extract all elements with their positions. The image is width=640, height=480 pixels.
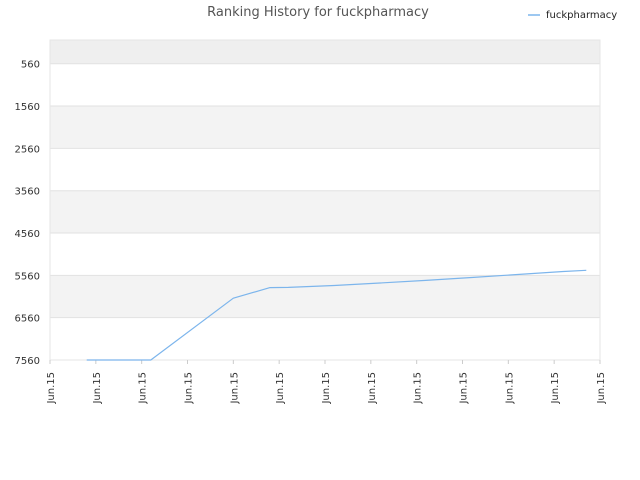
x-tick-label: Jun.15 <box>596 372 607 405</box>
y-tick-label: 5560 <box>15 271 40 282</box>
plot-band <box>50 233 600 276</box>
legend-label-fuckpharmacy: fuckpharmacy <box>546 10 617 21</box>
series-layer <box>86 269 587 361</box>
y-tick-label: 3560 <box>15 187 40 198</box>
plot-band <box>50 106 600 149</box>
x-tick-label: Jun.15 <box>275 372 286 405</box>
y-tick-label: 2560 <box>15 144 40 155</box>
x-tick-label: Jun.15 <box>413 372 424 405</box>
chart-title: Ranking History for fuckpharmacy <box>207 5 429 20</box>
x-tick-label: Jun.15 <box>229 372 240 405</box>
y-tick-label: 6560 <box>15 314 40 325</box>
y-tick-label: 4560 <box>15 229 40 240</box>
x-tick-label: Jun.15 <box>46 372 57 405</box>
x-tick-label: Jun.15 <box>550 372 561 405</box>
plot-band <box>50 63 600 107</box>
plot-band <box>50 40 600 64</box>
plot-bands <box>50 40 600 360</box>
y-tick-label: 7560 <box>15 356 40 367</box>
x-tick-label: Jun.15 <box>92 372 103 405</box>
x-tick-label: Jun.15 <box>184 372 195 405</box>
grid-lines <box>50 63 600 361</box>
series-line-fuckpharmacy <box>86 269 587 361</box>
y-tick-label: 1560 <box>15 102 40 113</box>
x-tick-label: Jun.15 <box>138 372 149 405</box>
x-tick-label: Jun.15 <box>504 372 515 405</box>
plot-band <box>50 190 600 234</box>
y-axis-ticks: 560 1560 2560 3560 4560 5560 6560 7560 <box>15 60 40 367</box>
plot-band <box>50 148 600 191</box>
x-tick-label: Jun.15 <box>459 372 470 405</box>
legend[interactable]: fuckpharmacy <box>528 10 617 21</box>
x-axis-ticks: Jun.15 Jun.15 Jun.15 Jun.15 Jun.15 Jun.15 Jun.… <box>46 360 607 405</box>
y-tick-label: 560 <box>21 60 40 71</box>
plot-band <box>50 317 600 360</box>
plot-band <box>50 275 600 318</box>
x-tick-label: Jun.15 <box>367 372 378 405</box>
x-tick-label: Jun.15 <box>321 372 332 405</box>
